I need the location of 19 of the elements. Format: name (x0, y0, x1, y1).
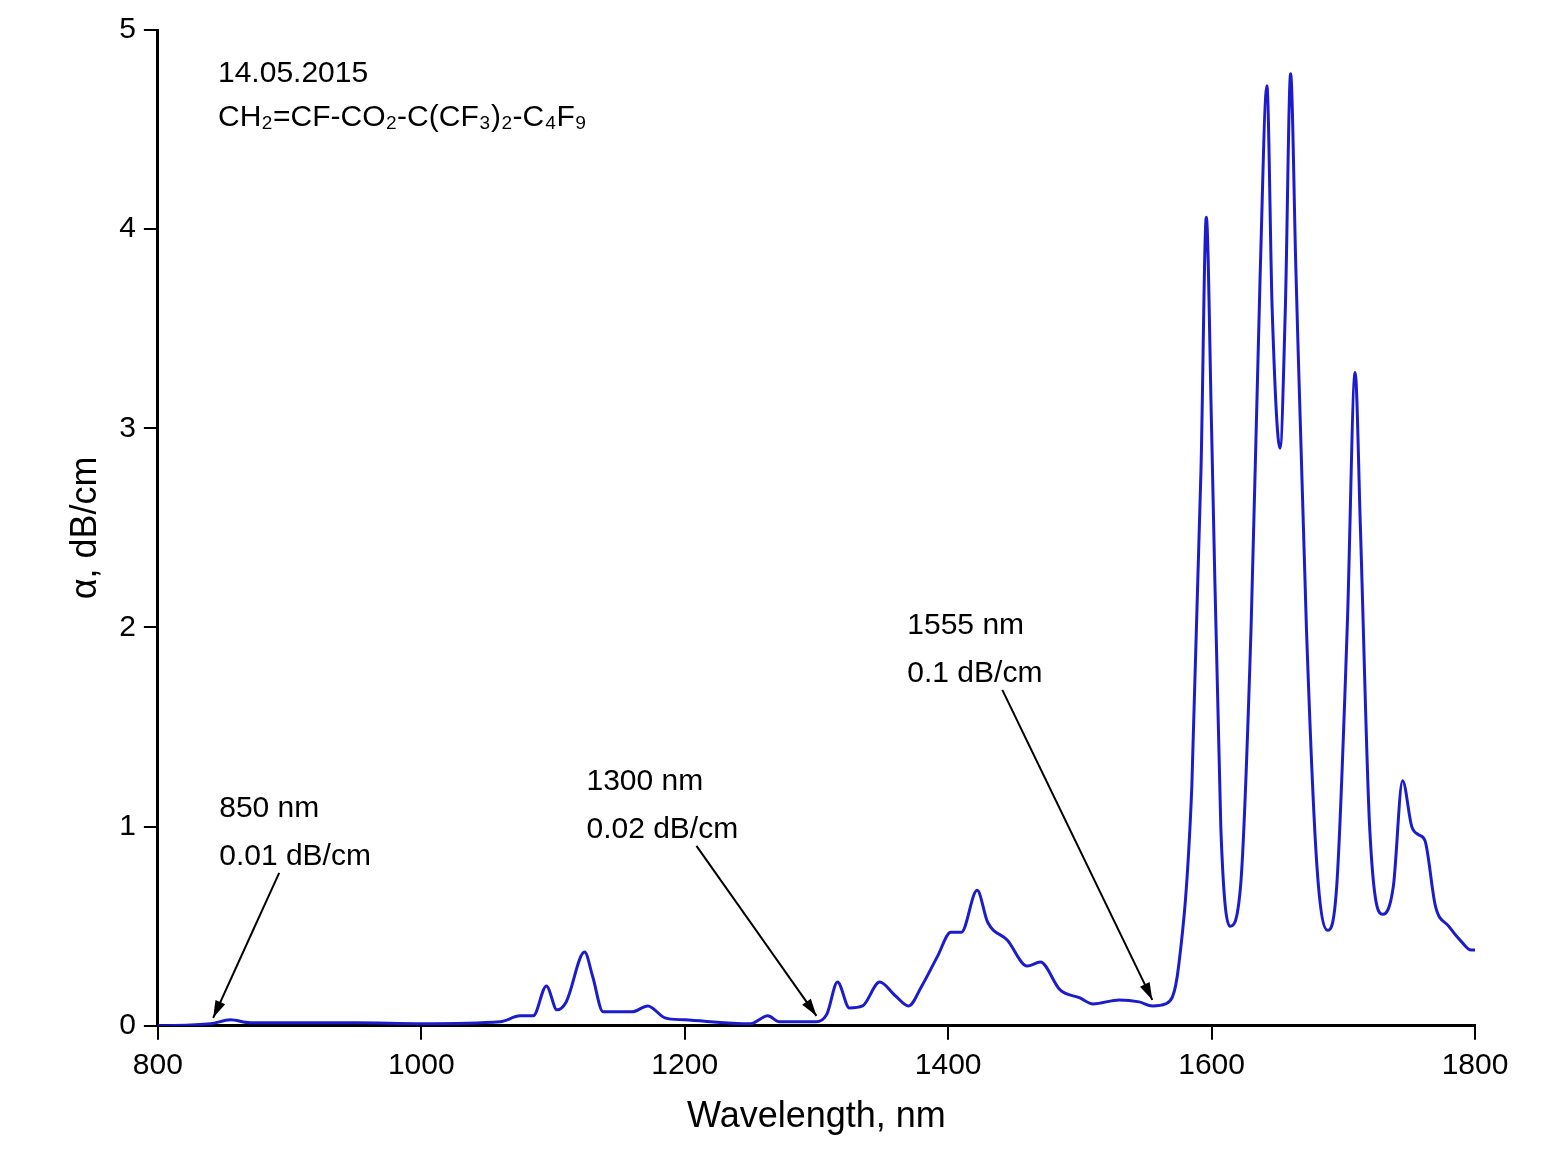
annotation: 14.05.2015 (218, 55, 369, 88)
x-tick-label: 1000 (387, 1047, 455, 1081)
annotation: 1555 nm 0.1 dB/cm (907, 606, 1043, 688)
y-tick-label: 0 (119, 1007, 136, 1041)
x-tick-label: 800 (132, 1047, 183, 1081)
y-tick-label: 2 (119, 608, 136, 642)
y-tick-label: 1 (119, 807, 136, 841)
y-tick-label: 5 (119, 11, 136, 45)
x-tick-label: 1600 (1178, 1047, 1245, 1081)
y-axis-title: α, dB/cm (62, 456, 104, 600)
x-axis-title: Wavelength, nm (687, 1094, 946, 1136)
x-tick-label: 1200 (651, 1047, 719, 1081)
annotation: CH₂=CF-CO₂-C(CF₃)₂-C₄F₉ (218, 99, 587, 132)
annotation: 1300 nm 0.02 dB/cm (586, 762, 739, 844)
x-tick-label: 1400 (914, 1047, 982, 1081)
x-tick-label: 1800 (1441, 1047, 1509, 1081)
y-tick-label: 4 (119, 210, 136, 244)
annotation: 850 nm 0.01 dB/cm (219, 789, 371, 871)
y-tick-label: 3 (119, 409, 136, 443)
